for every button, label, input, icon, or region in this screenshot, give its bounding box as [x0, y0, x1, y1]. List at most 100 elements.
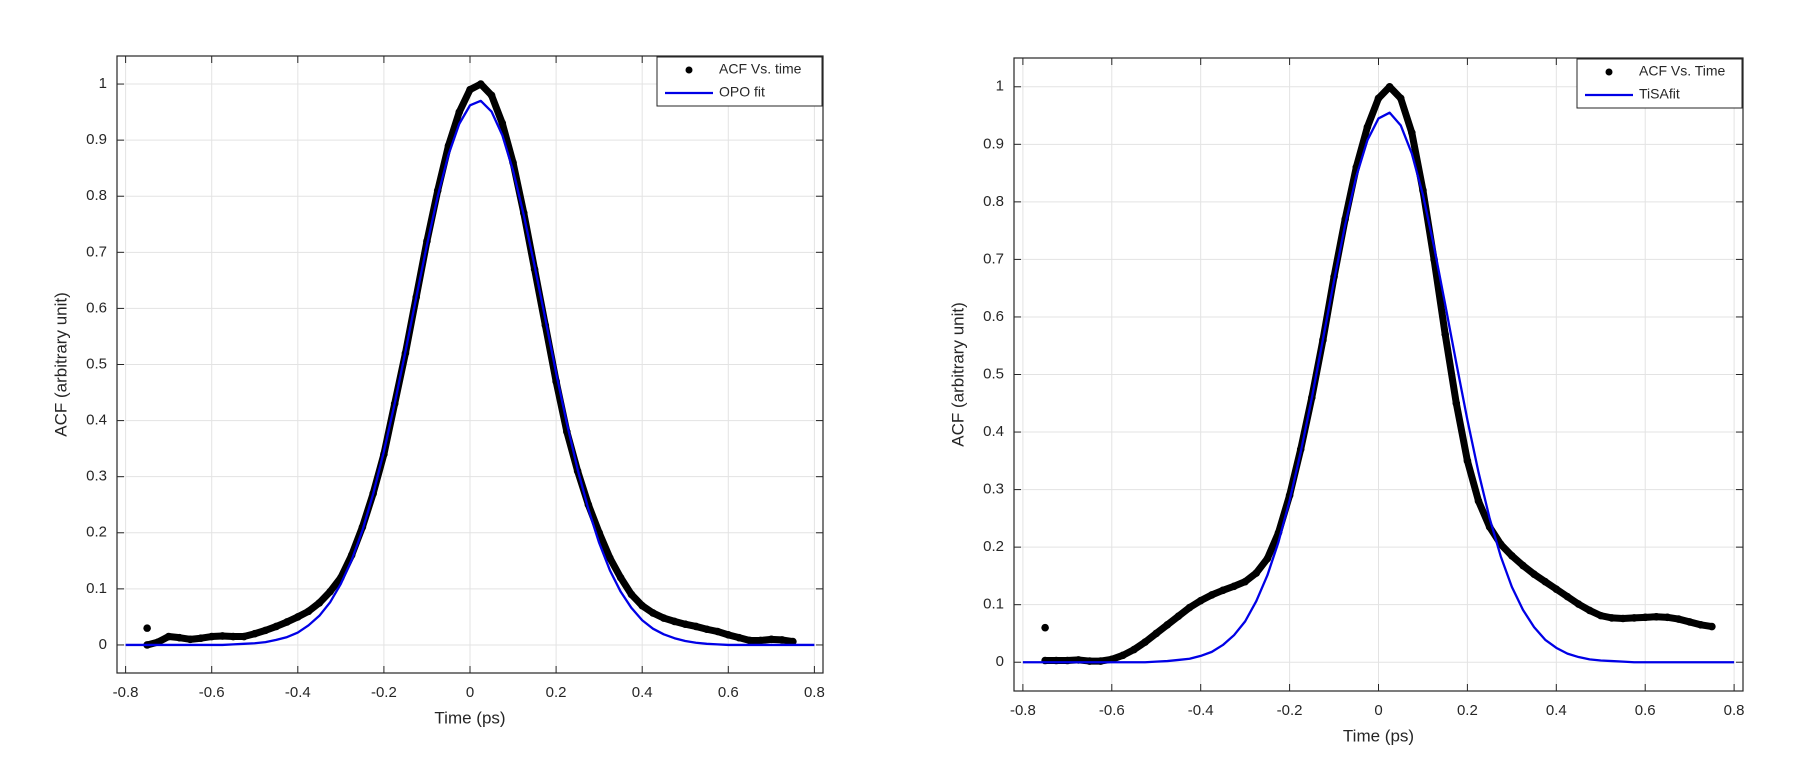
data-point — [1363, 123, 1372, 131]
data-point — [606, 554, 614, 562]
x-tick-label: -0.4 — [285, 684, 311, 701]
x-tick-label: 0.2 — [1457, 702, 1478, 719]
legend-marker — [685, 66, 693, 74]
data-point — [1196, 596, 1205, 605]
y-tick-label: 0.4 — [86, 412, 107, 429]
data-point — [692, 622, 700, 631]
data-point — [1552, 585, 1561, 593]
fit-line — [1022, 111, 1735, 664]
data-point — [670, 617, 679, 626]
y-tick-label: 0.6 — [86, 299, 107, 316]
x-tick-label: 0.4 — [1546, 702, 1567, 719]
data-point — [735, 633, 743, 642]
data-point — [1041, 623, 1049, 632]
legend-label: TiSAfit — [1639, 86, 1680, 102]
data-point — [175, 633, 184, 642]
y-tick-label: 0.7 — [86, 243, 107, 260]
data-point — [627, 590, 636, 599]
y-tick-label: 0.5 — [86, 355, 107, 372]
data-point — [756, 636, 765, 645]
data-point — [304, 607, 313, 616]
y-tick-label: 0.3 — [983, 481, 1004, 498]
data-point — [1663, 613, 1672, 622]
data-point — [1452, 399, 1461, 408]
x-tick-label: 0.6 — [1635, 702, 1656, 719]
x-tick-label: 0.4 — [632, 684, 653, 701]
y-tick-label: 0.8 — [983, 193, 1004, 210]
x-tick-label: 0.8 — [1724, 702, 1745, 719]
data-point — [1596, 611, 1605, 620]
plot-content — [125, 80, 815, 649]
data-point — [498, 119, 507, 128]
y-tick-label: 0.5 — [983, 365, 1004, 382]
data-point — [1674, 615, 1683, 623]
data-point — [1408, 129, 1416, 137]
x-tick-label: 0.2 — [546, 684, 567, 701]
data-point — [197, 634, 205, 643]
data-point — [1619, 614, 1627, 623]
x-tick-label: -0.2 — [371, 684, 397, 701]
x-tick-label: -0.8 — [1010, 702, 1036, 719]
data-point — [186, 635, 194, 644]
y-tick-label: 0 — [996, 653, 1004, 670]
data-point — [1185, 603, 1194, 612]
y-tick-label: 0.2 — [86, 524, 107, 541]
data-point — [240, 632, 248, 641]
data-point — [1641, 613, 1650, 622]
legend-box — [656, 56, 823, 107]
data-point — [1585, 606, 1594, 615]
data-point — [218, 632, 227, 640]
y-tick-label: 0.1 — [86, 580, 107, 597]
data-point — [1374, 94, 1383, 103]
data-point — [466, 85, 474, 94]
data-point — [1119, 651, 1127, 660]
data-point — [261, 626, 270, 635]
y-tick-label: 0.3 — [86, 468, 107, 485]
y-axis-label: ACF (arbitrary unit) — [51, 292, 70, 437]
data-point — [326, 587, 334, 596]
data-point — [1230, 582, 1238, 591]
data-point — [649, 609, 657, 617]
data-point — [724, 631, 733, 639]
data-point — [1630, 614, 1638, 622]
data-point — [455, 108, 464, 116]
x-tick-label: -0.6 — [199, 684, 225, 701]
x-tick-label: 0.6 — [718, 684, 739, 701]
x-tick-label: -0.2 — [1277, 702, 1303, 719]
data-point — [207, 632, 216, 641]
y-tick-label: 1 — [996, 78, 1004, 95]
data-point — [143, 624, 151, 632]
data-point — [1474, 497, 1483, 505]
fit-line — [125, 99, 815, 647]
data-point — [1530, 570, 1538, 578]
data-point — [778, 636, 786, 644]
data-point — [1174, 612, 1183, 620]
x-axis-label: Time (ps) — [434, 708, 505, 727]
x-tick-label: 0.8 — [804, 684, 825, 701]
y-axis-label: ACF (arbitrary unit) — [948, 302, 967, 447]
data-point — [1241, 577, 1249, 586]
x-axis-label: Time (ps) — [1343, 726, 1414, 745]
y-tick-label: 0.2 — [983, 538, 1004, 555]
legend-label: ACF Vs. time — [719, 61, 802, 77]
data-point — [250, 629, 259, 638]
data-point — [1574, 600, 1583, 608]
data-point — [616, 573, 625, 582]
legend-label: OPO fit — [719, 84, 765, 100]
data-point — [164, 632, 173, 641]
data-point — [476, 80, 485, 88]
data-point — [638, 601, 646, 610]
data-point — [1541, 577, 1549, 586]
data-point — [1096, 657, 1105, 665]
y-tick-label: 0.4 — [983, 423, 1004, 440]
x-tick-label: -0.6 — [1099, 702, 1125, 719]
y-tick-label: 0.7 — [983, 250, 1004, 267]
data-point — [746, 636, 754, 645]
data-point — [767, 635, 776, 644]
data-point — [1085, 657, 1094, 665]
data-point — [1463, 457, 1472, 465]
data-point — [1652, 612, 1661, 621]
data-point — [1163, 621, 1172, 629]
data-point — [702, 625, 711, 634]
